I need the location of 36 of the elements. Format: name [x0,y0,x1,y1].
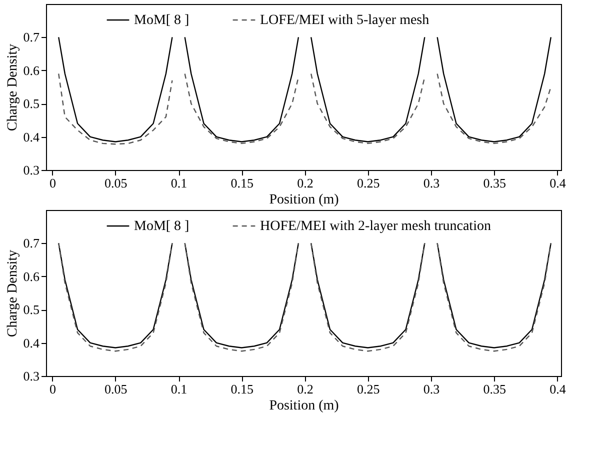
x-tick-label: 0.4 [550,176,566,190]
legend-label: LOFE/MEI with 5-layer mesh [260,13,430,28]
y-tick-label: 0.5 [23,302,40,318]
x-tick-label: 0.2 [297,382,314,396]
x-tick-label: 0.1 [170,176,188,190]
x-tick-label: 0.05 [104,176,128,190]
y-tick-label: 0.4 [23,335,40,350]
x-axis-title: Position (m) [269,192,340,208]
y-axis-title: Charge Density [5,250,20,338]
legend-label: HOFE/MEI with 2-layer mesh truncation [260,219,491,234]
x-tick-label: 0.35 [483,382,506,396]
x-axis-title: Position (m) [269,398,340,414]
legend-label: MoM[ 8 ] [134,13,190,28]
x-tick-label: 0.3 [423,176,440,190]
y-tick-label: 0.4 [23,129,40,144]
x-tick-label: 0.3 [423,382,440,396]
x-tick-label: 0 [50,176,56,190]
x-tick-label: 0.4 [550,382,566,396]
legend-label: MoM[ 8 ] [134,219,190,234]
x-tick-label: 0.15 [230,176,254,190]
y-axis-title: Charge Density [5,44,20,132]
x-tick-label: 0.2 [297,176,314,190]
x-tick-label: 0.15 [230,382,254,396]
y-tick-label: 0.3 [23,368,40,384]
y-tick-label: 0.6 [23,62,40,78]
x-tick-label: 0.35 [483,176,506,190]
y-tick-label: 0.3 [23,162,40,178]
y-tick-label: 0.5 [23,96,40,112]
x-tick-label: 0.1 [170,382,188,396]
y-tick-label: 0.7 [23,236,40,251]
x-tick-label: 0 [50,382,56,396]
x-tick-label: 0.25 [357,176,380,190]
x-tick-label: 0.05 [104,382,128,396]
x-tick-label: 0.25 [357,382,380,396]
y-tick-label: 0.6 [23,268,40,284]
y-tick-label: 0.7 [23,30,40,45]
